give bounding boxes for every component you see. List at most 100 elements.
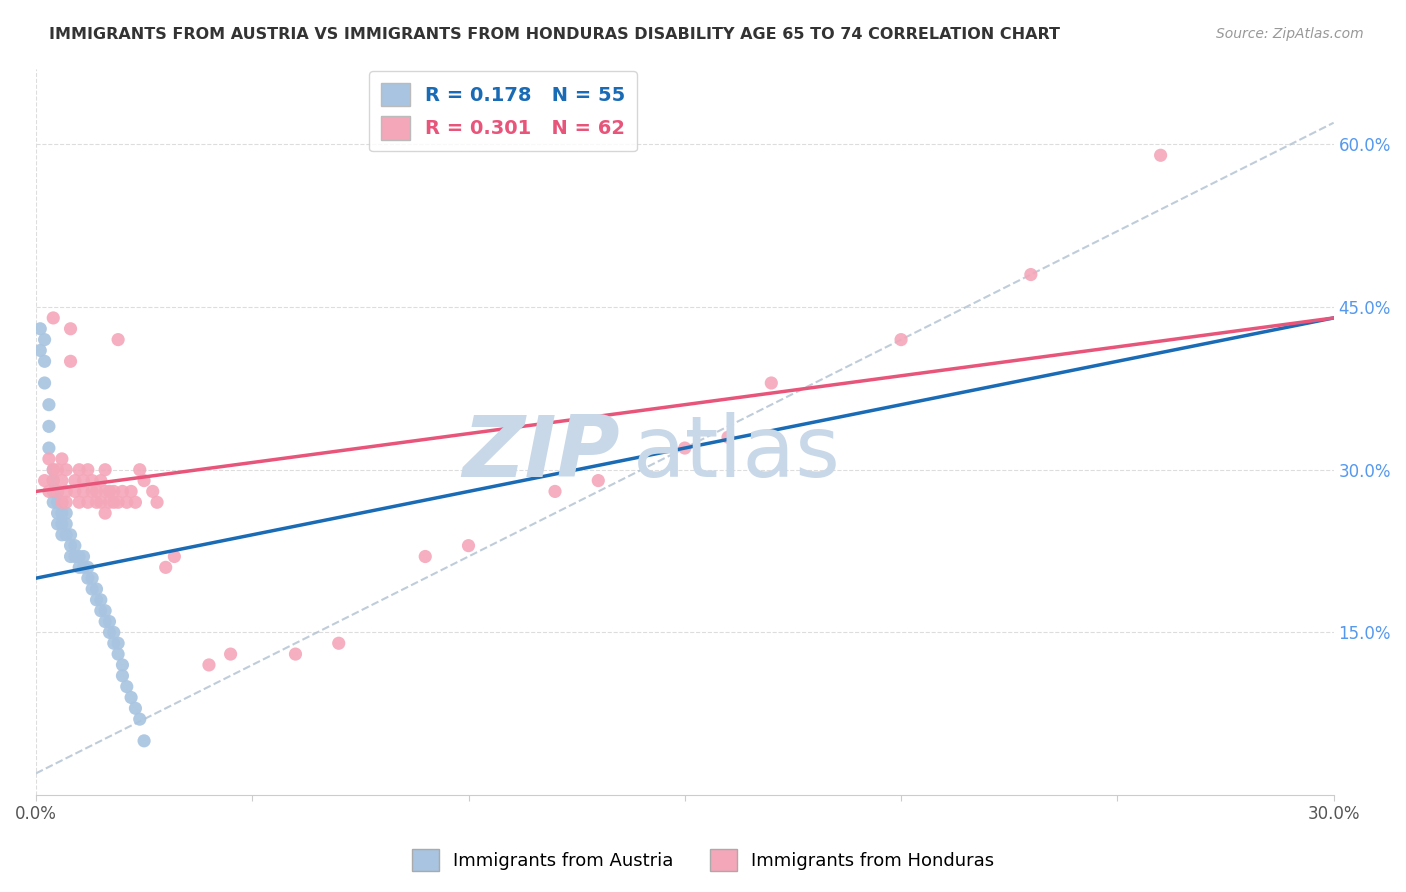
Point [67,495,90,509]
Point [94,604,117,618]
Point [761,376,783,390]
Point [76,560,98,574]
Point [59,539,82,553]
Point [94,506,117,520]
Point [103,484,125,499]
Point [51,528,73,542]
Point [59,528,82,542]
Point [42,495,65,509]
Point [86,495,108,509]
Point [38,484,60,499]
Point [98,625,121,640]
Point [42,463,65,477]
Text: ZIP: ZIP [463,412,620,495]
Point [132,734,155,748]
Point [544,484,567,499]
Point [413,549,436,564]
Point [717,430,740,444]
Point [72,560,94,574]
Point [55,506,77,520]
Point [46,506,69,520]
Point [90,474,112,488]
Point [111,657,134,672]
Point [1019,268,1042,282]
Point [34,376,56,390]
Point [46,495,69,509]
Point [42,484,65,499]
Point [46,484,69,499]
Point [55,484,77,499]
Point [128,712,150,726]
Point [284,647,307,661]
Point [98,615,121,629]
Point [90,604,112,618]
Point [55,495,77,509]
Point [72,474,94,488]
Point [588,474,610,488]
Point [63,539,86,553]
Point [163,549,186,564]
Point [51,516,73,531]
Point [124,495,146,509]
Point [111,669,134,683]
Point [132,474,155,488]
Point [34,333,56,347]
Point [42,310,65,325]
Point [82,484,104,499]
Point [59,354,82,368]
Point [51,474,73,488]
Point [457,539,479,553]
Point [90,495,112,509]
Point [46,484,69,499]
Point [107,495,129,509]
Point [115,495,138,509]
Point [120,484,142,499]
Point [82,571,104,585]
Point [34,474,56,488]
Point [76,463,98,477]
Point [124,701,146,715]
Point [107,636,129,650]
Point [107,647,129,661]
Legend: R = 0.178   N = 55, R = 0.301   N = 62: R = 0.178 N = 55, R = 0.301 N = 62 [368,71,637,152]
Point [94,484,117,499]
Point [103,625,125,640]
Point [72,484,94,499]
Point [103,495,125,509]
Point [76,571,98,585]
Point [51,495,73,509]
Point [890,333,912,347]
Point [42,474,65,488]
Legend: Immigrants from Austria, Immigrants from Honduras: Immigrants from Austria, Immigrants from… [405,842,1001,879]
Point [219,647,242,661]
Point [59,549,82,564]
Point [98,495,121,509]
Point [38,398,60,412]
Point [120,690,142,705]
Point [94,615,117,629]
Point [46,516,69,531]
Point [59,322,82,336]
Point [30,322,52,336]
Point [38,419,60,434]
Point [328,636,350,650]
Point [38,441,60,455]
Point [198,657,221,672]
Text: IMMIGRANTS FROM AUSTRIA VS IMMIGRANTS FROM HONDURAS DISABILITY AGE 65 TO 74 CORR: IMMIGRANTS FROM AUSTRIA VS IMMIGRANTS FR… [49,27,1060,42]
Point [107,333,129,347]
Point [63,484,86,499]
Point [111,484,134,499]
Point [63,549,86,564]
Point [103,636,125,650]
Point [55,463,77,477]
Point [30,343,52,358]
Point [42,463,65,477]
Point [72,549,94,564]
Point [98,484,121,499]
Point [55,516,77,531]
Point [146,495,169,509]
Point [82,474,104,488]
Point [63,474,86,488]
Point [51,506,73,520]
Point [76,495,98,509]
